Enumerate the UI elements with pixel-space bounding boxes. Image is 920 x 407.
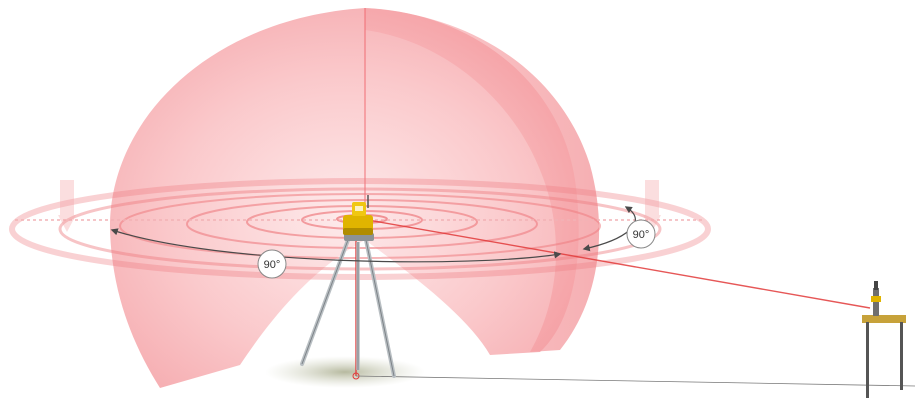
left-edge-marker	[58, 180, 76, 232]
vertical-beam-plane-back	[365, 8, 600, 352]
ground-reference-line	[355, 375, 916, 387]
horizontal-sweep-dome	[109, 8, 579, 388]
angle-label-right: 90°	[626, 219, 656, 249]
surveying-target-icon	[862, 281, 906, 398]
tripod-ground-shadow	[265, 356, 425, 388]
svg-text:90°: 90°	[264, 259, 281, 271]
horizontal-sweep-arrow	[110, 228, 562, 263]
angle-label-horizontal: 90°	[257, 249, 287, 279]
horizontal-plane-rings	[9, 178, 711, 280]
svg-text:90°: 90°	[633, 229, 650, 241]
right-edge-marker	[643, 180, 661, 232]
